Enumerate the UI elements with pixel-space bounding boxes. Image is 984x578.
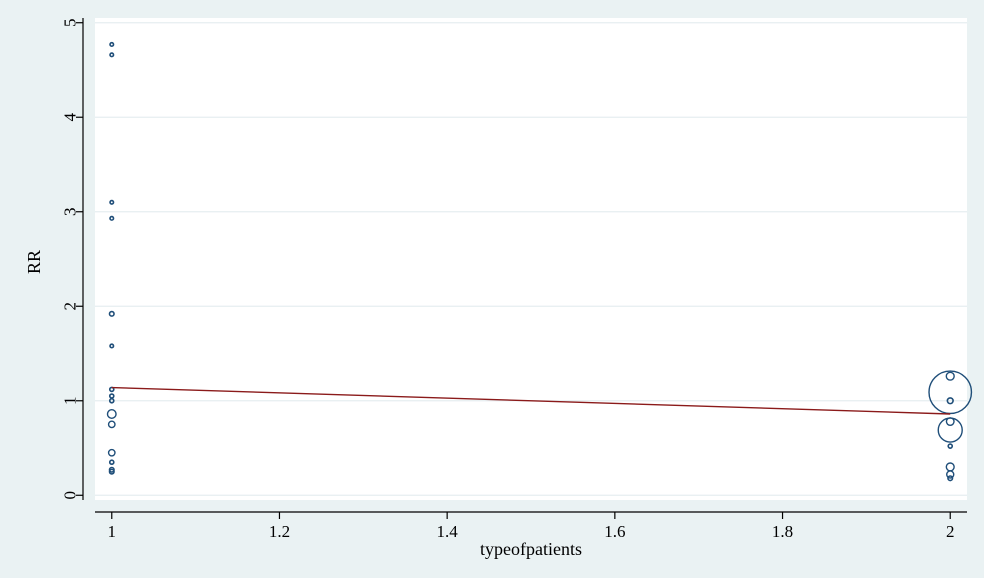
x-tick-label-1.8: 1.8	[772, 522, 793, 541]
data-point-19	[937, 417, 963, 443]
fit-line	[111, 386, 951, 415]
ticks: 0 1 2 3 4 5 1 1.2 1.4 1.6 1.8 2	[61, 18, 955, 541]
data-point-11	[107, 448, 116, 457]
axes	[82, 18, 967, 513]
y-tick-label-3: 3	[61, 207, 80, 216]
plot-area	[95, 18, 967, 500]
data-point-1	[109, 52, 115, 58]
data-point-0	[109, 41, 115, 48]
x-tick-label-1: 1	[108, 522, 117, 541]
y-tick-label-5: 5	[61, 18, 80, 27]
y-tick-label-2: 2	[61, 302, 80, 311]
data-markers	[106, 41, 973, 482]
data-point-5	[109, 343, 115, 349]
data-point-9	[106, 409, 117, 419]
x-tick-label-1.2: 1.2	[269, 522, 290, 541]
grid-lines	[95, 22, 967, 496]
data-point-2	[109, 199, 115, 205]
data-point-22	[946, 470, 955, 479]
data-point-8	[108, 397, 115, 404]
x-tick-label-2: 2	[946, 522, 955, 541]
data-point-12	[108, 459, 115, 466]
data-point-3	[109, 215, 115, 221]
y-tick-label-4: 4	[61, 112, 80, 121]
data-point-6	[108, 386, 115, 393]
data-point-15	[945, 371, 955, 381]
y-tick-label-1: 1	[61, 397, 80, 406]
data-point-14	[108, 468, 115, 475]
x-axis-title: typeofpatients	[480, 539, 582, 559]
fit-line-layer	[111, 386, 951, 415]
data-point-17	[946, 397, 954, 405]
y-tick-label-0: 0	[61, 491, 80, 500]
data-point-10	[107, 420, 116, 429]
y-axis-title: RR	[24, 250, 44, 274]
x-tick-label-1.4: 1.4	[437, 522, 459, 541]
data-point-23	[947, 475, 954, 482]
data-point-20	[947, 443, 954, 449]
data-point-4	[108, 310, 115, 317]
x-tick-label-1.6: 1.6	[604, 522, 625, 541]
